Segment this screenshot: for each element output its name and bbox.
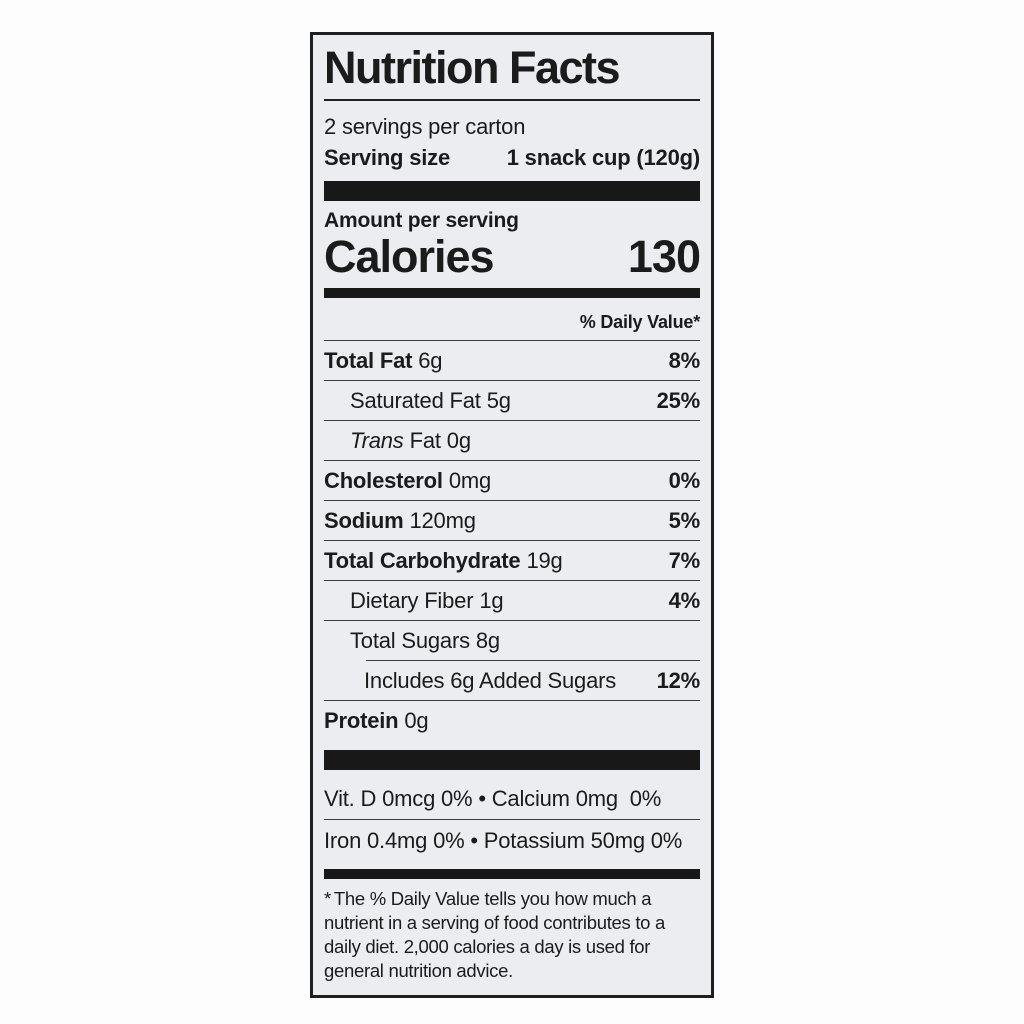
daily-value: 5% [668,507,701,533]
row-divider [324,619,700,621]
nutrient-row-saturated-fat: Saturated Fat 5g 25% [324,381,700,420]
daily-value: 0% [668,467,701,493]
row-divider [324,379,700,381]
separator-bar-thick-top [324,180,700,201]
nutrient-row-cholesterol: Cholesterol 0mg 0% [324,461,700,500]
daily-value: 7% [668,547,701,573]
calories-value: 130 [627,230,701,282]
micronutrient-line-vitd-calcium: Vit. D 0mcg 0% • Calcium 0mg 0% [324,785,662,811]
nutrient-row-dietary-fiber: Dietary Fiber 1g 4% [324,581,700,620]
nutrition-facts-panel: Nutrition Facts 2 servings per carton Se… [310,32,714,998]
nutrient-row-total-carbohydrate: Total Carbohydrate 19g 7% [324,541,700,580]
daily-value: 12% [656,667,701,693]
row-divider [324,419,700,421]
row-divider [324,699,700,701]
nutrient-name: Includes 6g Added Sugars [364,667,617,693]
nutrient-amount: 6g [418,347,443,373]
nutrient-amount: 0mg [448,467,492,493]
nutrient-name: Total Carbohydrate [324,547,521,573]
separator-bar-thick-bottom [324,749,700,770]
amount-per-serving-label: Amount per serving [324,208,519,232]
nutrient-name: Fat [409,427,441,453]
nutrient-name: Cholesterol [324,467,443,493]
separator-bar-medium-footnote [324,868,700,879]
daily-value: 8% [668,347,701,373]
daily-value: 4% [668,587,701,613]
nutrient-row-total-fat: Total Fat 6g 8% [324,341,700,380]
calories-row: Calories 130 [324,230,701,282]
nutrient-amount: 19g [526,547,563,573]
title-rule [324,98,700,101]
nutrient-amount: 1g [479,587,504,613]
nutrient-name: Total Sugars [350,627,470,653]
nutrient-row-protein: Protein 0g [324,701,700,740]
nutrient-amount: 0g [446,427,471,453]
nutrient-name-italic: Trans [350,427,404,453]
nutrient-amount: 8g [475,627,500,653]
separator-bar-medium-calories [324,287,700,298]
panel-title: Nutrition Facts [324,42,621,93]
nutrient-row-total-sugars: Total Sugars 8g [324,621,700,660]
servings-per-container: 2 servings per carton [324,113,526,139]
nutrient-name: Protein [324,707,399,733]
calories-label: Calories [324,230,495,282]
daily-value: 25% [656,387,701,413]
row-divider [324,499,700,501]
nutrient-name: Saturated Fat [350,387,481,413]
row-divider-inset [366,659,700,661]
nutrient-amount: 5g [486,387,511,413]
daily-value-header: % Daily Value* [579,311,700,332]
row-divider [324,339,700,341]
nutrient-row-trans-fat: Trans Fat 0g [324,421,700,460]
nutrient-name: Dietary Fiber [350,587,474,613]
daily-value-footnote: * The % Daily Value tells you how much a … [324,887,700,983]
nutrient-row-added-sugars: Includes 6g Added Sugars 12% [324,661,700,700]
footnote-asterisk: * [324,887,331,909]
row-divider [324,579,700,581]
row-divider [324,818,700,820]
nutrient-name: Sodium [324,507,404,533]
row-divider [324,459,700,461]
nutrient-name: Total Fat [324,347,413,373]
row-divider [324,539,700,541]
nutrient-row-sodium: Sodium 120mg 5% [324,501,700,540]
serving-size-label: Serving size [324,144,450,170]
serving-size-value: 1 snack cup (120g) [506,144,700,170]
nutrient-amount: 0g [404,707,429,733]
footnote-text: The % Daily Value tells you how much a n… [324,887,665,981]
micronutrient-line-iron-potassium: Iron 0.4mg 0% • Potassium 50mg 0% [324,827,683,853]
serving-size-row: Serving size 1 snack cup (120g) [324,145,700,171]
nutrient-amount: 120mg [409,507,476,533]
